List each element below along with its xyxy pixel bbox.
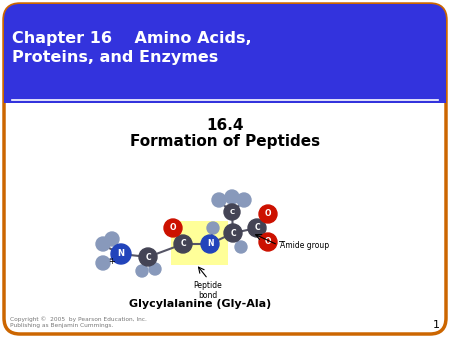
Text: O: O (170, 223, 176, 233)
Circle shape (237, 193, 251, 207)
Circle shape (139, 248, 157, 266)
Text: Copyright ©  2005  by Pearson Education, Inc.
Publishing as Benjamin Cummings.: Copyright © 2005 by Pearson Education, I… (10, 316, 147, 328)
Text: 16.4: 16.4 (206, 118, 244, 133)
FancyBboxPatch shape (4, 4, 446, 334)
Text: C: C (230, 228, 236, 238)
FancyBboxPatch shape (171, 221, 228, 265)
Text: C: C (145, 252, 151, 262)
Circle shape (111, 244, 131, 264)
Circle shape (248, 219, 266, 237)
Circle shape (259, 205, 277, 223)
Text: O: O (265, 210, 271, 218)
Text: C: C (180, 240, 186, 248)
FancyBboxPatch shape (4, 4, 446, 99)
Text: Peptide
bond: Peptide bond (194, 281, 222, 300)
Text: N: N (117, 249, 125, 259)
Text: C: C (254, 223, 260, 233)
Text: +: + (108, 258, 116, 266)
Circle shape (105, 232, 119, 246)
Circle shape (225, 190, 239, 204)
Bar (4, 75, 446, 103)
Circle shape (96, 237, 110, 251)
Circle shape (224, 224, 242, 242)
Circle shape (174, 235, 192, 253)
Text: Amide group: Amide group (280, 241, 329, 249)
Text: Formation of Peptides: Formation of Peptides (130, 134, 320, 149)
Circle shape (201, 235, 219, 253)
Circle shape (164, 219, 182, 237)
Circle shape (149, 263, 161, 275)
Circle shape (96, 256, 110, 270)
Text: C: C (230, 209, 234, 215)
Circle shape (207, 222, 219, 234)
Text: −: − (278, 237, 286, 247)
Circle shape (224, 204, 240, 220)
Text: N: N (207, 240, 213, 248)
Circle shape (136, 265, 148, 277)
Text: O: O (265, 238, 271, 246)
Text: Glycylalanine (Gly-Ala): Glycylalanine (Gly-Ala) (129, 299, 271, 309)
Circle shape (212, 193, 226, 207)
Text: 1: 1 (433, 320, 440, 330)
Text: Chapter 16    Amino Acids,
Proteins, and Enzymes: Chapter 16 Amino Acids, Proteins, and En… (12, 31, 252, 65)
Circle shape (259, 233, 277, 251)
Circle shape (235, 241, 247, 253)
